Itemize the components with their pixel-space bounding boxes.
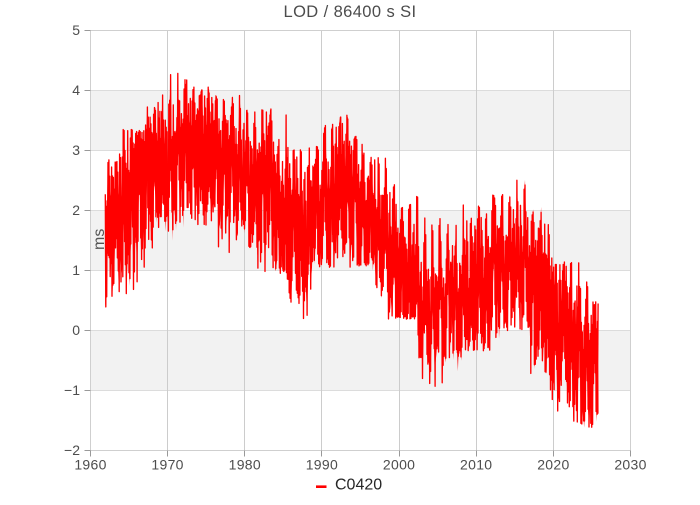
svg-text:ms: ms: [91, 229, 108, 250]
svg-text:1960: 1960: [74, 457, 106, 473]
svg-text:0: 0: [72, 322, 80, 338]
svg-text:1970: 1970: [151, 457, 183, 473]
svg-text:3: 3: [72, 142, 80, 158]
svg-text:1990: 1990: [306, 457, 338, 473]
svg-text:−2: −2: [64, 442, 80, 458]
svg-text:5: 5: [72, 22, 80, 38]
svg-text:1980: 1980: [229, 457, 261, 473]
svg-text:C0420: C0420: [335, 477, 382, 494]
svg-text:1: 1: [72, 262, 80, 278]
svg-text:2000: 2000: [383, 457, 415, 473]
svg-text:2020: 2020: [537, 457, 569, 473]
svg-text:LOD / 86400 s SI: LOD / 86400 s SI: [284, 3, 417, 21]
svg-text:2030: 2030: [614, 457, 646, 473]
svg-text:2010: 2010: [460, 457, 492, 473]
svg-text:−1: −1: [64, 382, 80, 398]
svg-text:2: 2: [72, 202, 80, 218]
svg-text:4: 4: [72, 82, 80, 98]
